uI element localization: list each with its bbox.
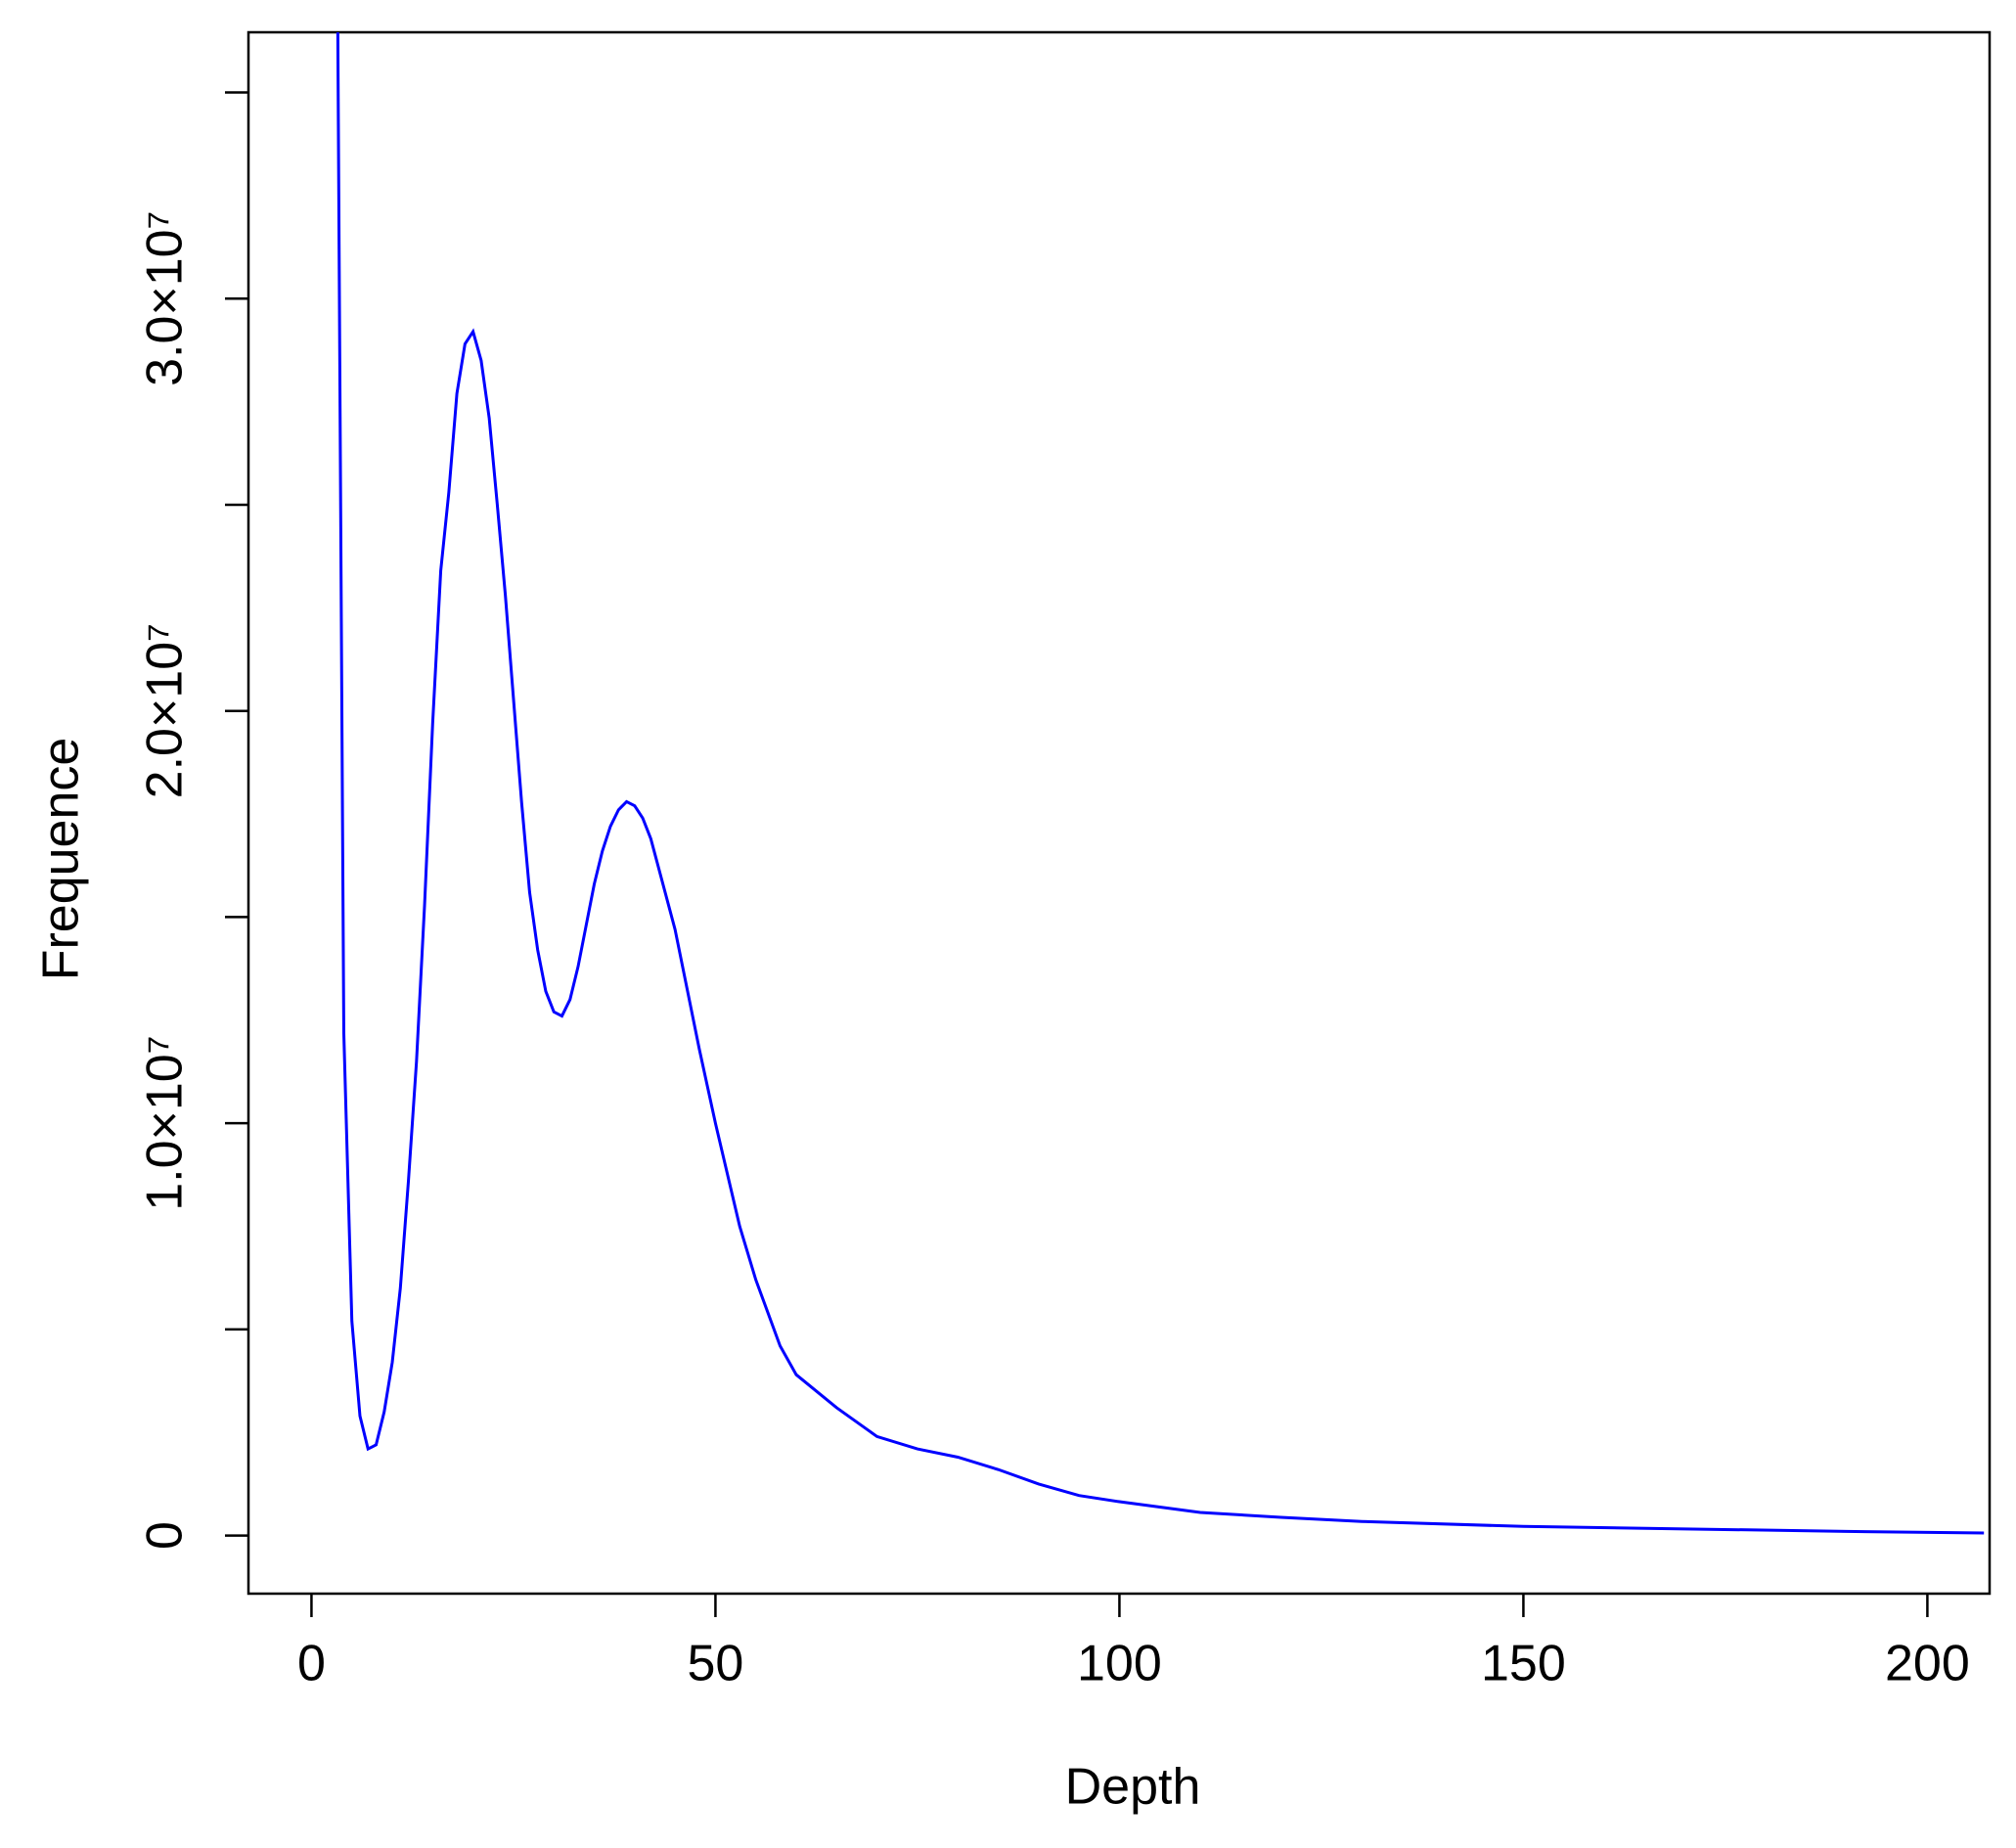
x-tick-label: 200	[1885, 1636, 1970, 1692]
y-tick-label: 3.0×10⁷	[137, 211, 194, 386]
x-tick-label: 50	[687, 1636, 743, 1692]
data-line	[336, 32, 1985, 1535]
y-tick-label: 2.0×10⁷	[137, 623, 194, 798]
x-tick-label: 100	[1077, 1636, 1162, 1692]
x-axis-label: Depth	[1065, 1759, 1201, 1816]
y-tick-label: 1.0×10⁷	[137, 1035, 194, 1210]
y-tick-label: 0	[137, 1521, 194, 1550]
plot-frame	[246, 30, 1992, 1596]
y-axis-label: Frequence	[33, 738, 90, 981]
x-tick-label: 0	[297, 1636, 326, 1692]
x-tick-label: 150	[1481, 1636, 1566, 1692]
